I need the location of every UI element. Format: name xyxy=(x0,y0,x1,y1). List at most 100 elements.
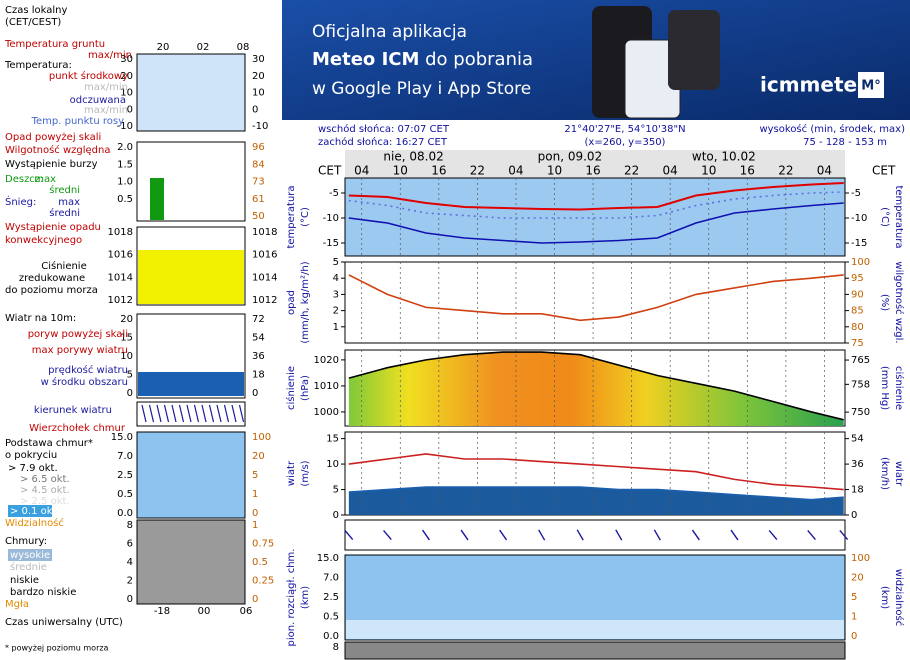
y-tick-label: 5 xyxy=(333,485,339,496)
wind-arrow xyxy=(499,529,508,541)
legend-wind-arrow xyxy=(208,404,215,423)
legend-wind-arrow xyxy=(223,404,230,423)
y2-tick-label: 36 xyxy=(851,459,864,470)
legend-tick: 1018 xyxy=(108,227,133,238)
legend-panel xyxy=(136,431,246,519)
legend-label: konwekcyjnego xyxy=(5,235,82,246)
legend-label: zredukowane xyxy=(19,273,85,284)
legend-tick: 20 xyxy=(120,314,133,325)
legend-label: Wystąpienie burzy xyxy=(5,159,98,170)
wind-arrow xyxy=(421,529,430,541)
legend-tick: 6 xyxy=(127,539,133,550)
legend-label: Wierzchołek chmur xyxy=(29,423,126,434)
hour-label: 04 xyxy=(817,164,832,178)
axis-title: (°C) xyxy=(300,207,311,227)
axis-title: temperatura xyxy=(286,185,297,248)
legend-pressure-fill xyxy=(138,250,244,304)
legend-label: Wiatr na 10m: xyxy=(5,313,76,324)
axis-title: wiatr xyxy=(286,460,297,486)
axis-title: wiatr xyxy=(893,461,904,487)
y2-tick-label: -5 xyxy=(851,188,861,199)
y2-tick-label: 100 xyxy=(851,257,870,268)
y2-tick-label: -10 xyxy=(851,213,867,224)
series-line xyxy=(348,486,844,501)
legend-time: Czas lokalny xyxy=(5,5,68,16)
y2-tick-label: 80 xyxy=(851,322,864,333)
legend-label: max/min xyxy=(84,82,128,93)
wind-arrow xyxy=(576,529,584,541)
legend-wind-arrow xyxy=(201,404,207,423)
legend-tick: 54 xyxy=(252,333,265,344)
legend-tick: 5 xyxy=(127,370,133,381)
legend-tick: 1016 xyxy=(252,250,277,261)
legend-tick: 18 xyxy=(252,370,265,381)
legend-tick: 1 xyxy=(252,489,258,500)
wind-arrow xyxy=(839,529,849,541)
legend-tick: 1014 xyxy=(252,272,277,283)
y2-tick-label: 75 xyxy=(851,338,864,349)
legend-label: bardzo niskie xyxy=(10,587,76,598)
series-line xyxy=(348,182,844,211)
coords: 21°40'27"E, 54°10'38"N xyxy=(564,124,685,135)
legend-label: Śnieg: xyxy=(5,195,36,208)
legend-tick: 10 xyxy=(120,88,133,99)
y2-tick-label: 85 xyxy=(851,306,864,317)
legend-wind-arrow xyxy=(171,404,177,423)
legend-tick: 0.5 xyxy=(117,194,133,205)
legend-tick: 1012 xyxy=(252,295,277,306)
legend-label: Temperatura: xyxy=(4,60,72,71)
legend-tick: 10 xyxy=(120,351,133,362)
legend-label: Mgła xyxy=(5,599,29,610)
legend-label: prędkość wiatru xyxy=(48,364,128,376)
legend-tick: 0 xyxy=(252,508,258,519)
legend-label: Deszcz: xyxy=(5,174,43,185)
y-tick-label: 0 xyxy=(333,510,339,521)
axis-title: (km) xyxy=(300,586,311,609)
legend-wind-arrow xyxy=(163,404,170,423)
hour-label: 22 xyxy=(778,164,793,178)
elevation-title: wysokość (min, środek, max) xyxy=(759,123,905,135)
wind-arrow xyxy=(615,529,623,541)
legend-label: Ciśnienie xyxy=(41,260,87,272)
legend-tick: 96 xyxy=(252,142,265,153)
wind-arrow xyxy=(344,529,354,541)
legend-label: Wystąpienie opadu xyxy=(5,222,101,233)
legend-rain xyxy=(150,178,164,220)
hour-label: 10 xyxy=(547,164,562,178)
hour-label: 22 xyxy=(624,164,639,178)
legend-tick: 10 xyxy=(252,88,265,99)
legend-tick: 0.25 xyxy=(252,576,274,587)
tz-left: CET xyxy=(318,164,342,178)
y2-tick-label: 765 xyxy=(851,355,870,366)
legend-tick: 4 xyxy=(127,557,133,568)
y2-tick-label: 758 xyxy=(851,379,870,390)
y2-tick-label: 90 xyxy=(851,289,864,300)
y-tick-label: 1 xyxy=(333,322,339,333)
wind-arrow xyxy=(460,529,469,541)
legend-tick: 0.5 xyxy=(252,557,268,568)
legend-label: > 7.9 okt. xyxy=(8,463,58,474)
legend-tick: 30 xyxy=(252,54,265,65)
legend-tick: 0 xyxy=(127,104,133,115)
legend-wind-fill xyxy=(138,372,244,396)
wind-arrow xyxy=(807,529,816,541)
legend-tick: 0 xyxy=(127,594,133,605)
legend-tick: 0 xyxy=(252,594,258,605)
y-tick-label: 1000 xyxy=(314,407,339,418)
elevation: 75 - 128 - 153 m xyxy=(803,137,887,148)
legend-tick: 1016 xyxy=(108,250,133,261)
legend-tick: 7.0 xyxy=(117,451,133,462)
day-label: pon, 09.02 xyxy=(538,150,603,164)
legend-tick: 1.0 xyxy=(117,177,133,188)
legend-tick: 8 xyxy=(127,520,133,531)
banner-text: Meteo ICM do pobrania xyxy=(312,49,533,70)
sunrise: wschód słońca: 07:07 CET xyxy=(318,123,450,135)
cloud-base-band xyxy=(346,620,844,639)
legend-label: max xyxy=(34,174,56,185)
legend-tick: 15.0 xyxy=(111,432,133,443)
y-tick-label: 2.5 xyxy=(323,592,339,603)
legend-tick: -10 xyxy=(252,121,268,132)
hour-label: 22 xyxy=(470,164,485,178)
legend-tick: 0.5 xyxy=(117,489,133,500)
